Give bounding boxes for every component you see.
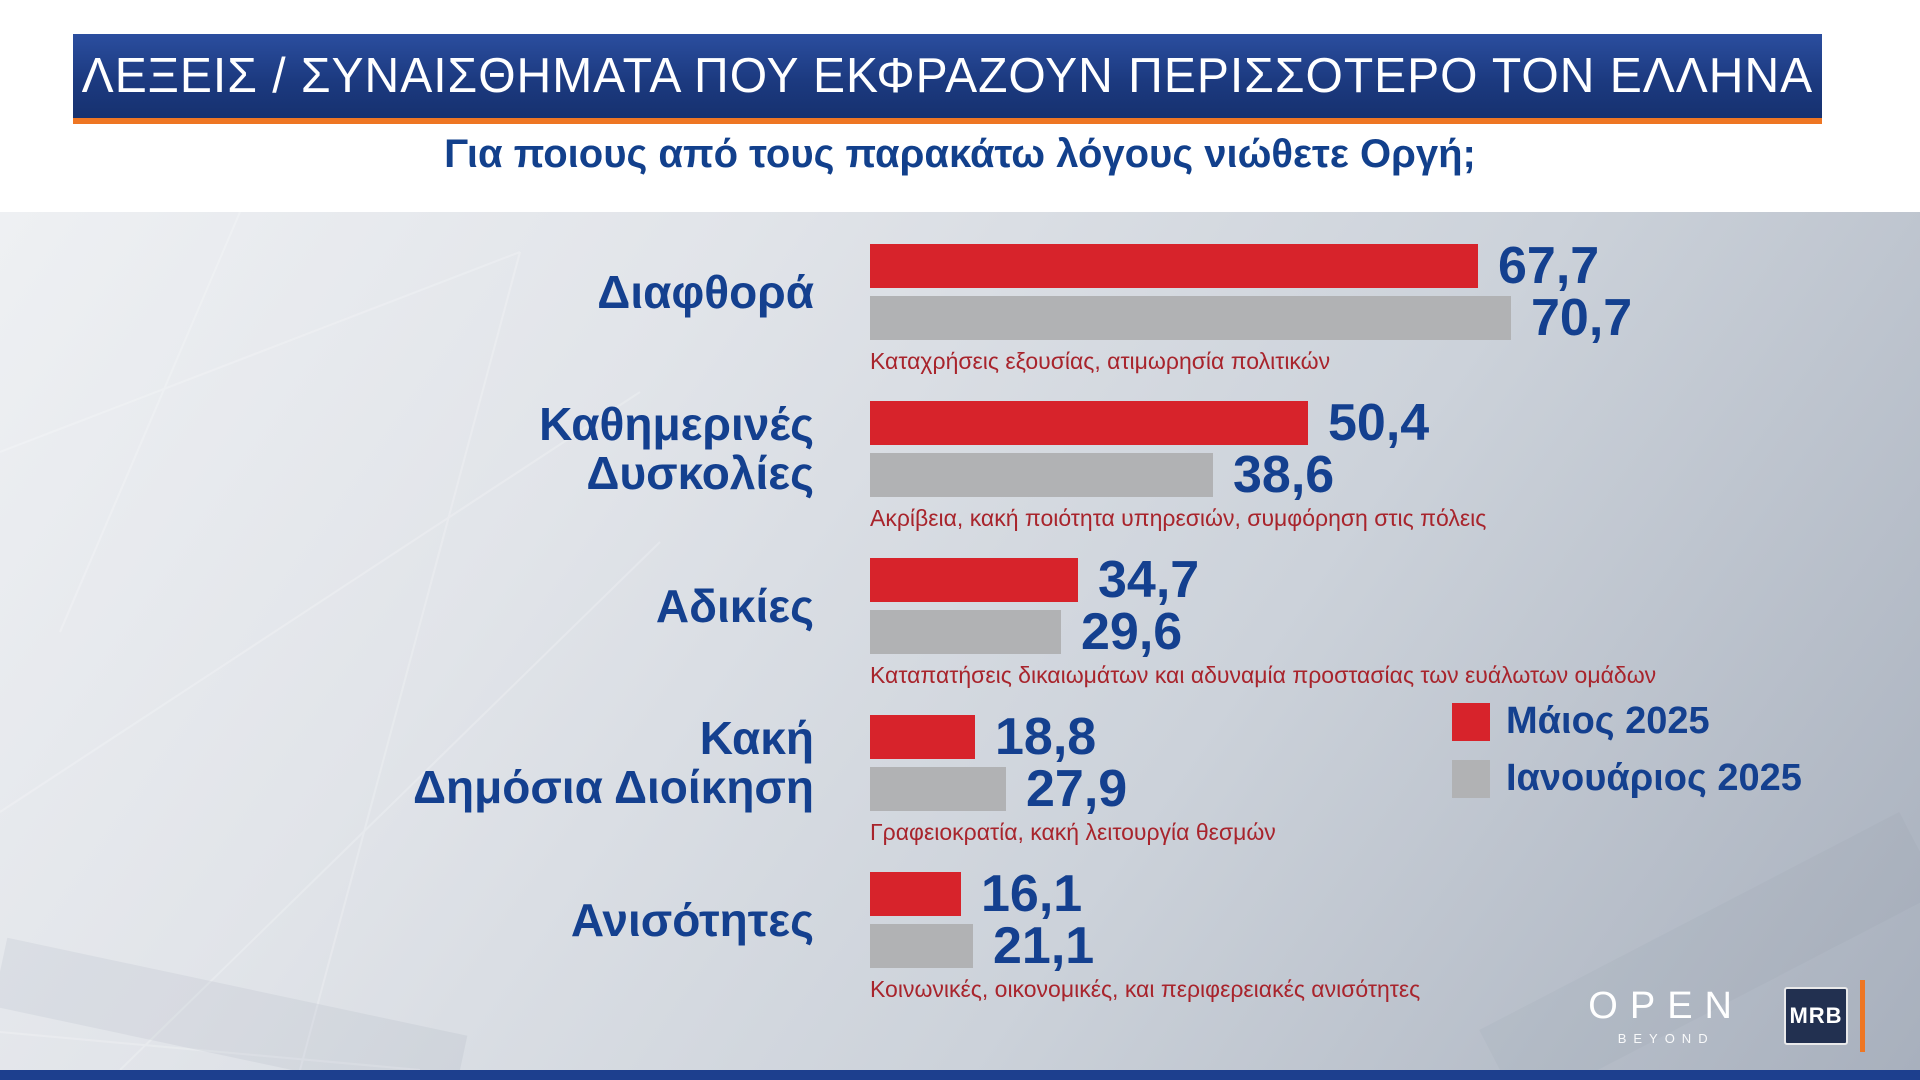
bar-value: 16,1 — [981, 865, 1083, 923]
legend-swatch-gray — [1452, 759, 1490, 798]
open-logo: OPEN BEYOND — [1588, 987, 1744, 1046]
bar-value: 27,9 — [1026, 760, 1128, 818]
header-bar: ΛΕΞΕΙΣ / ΣΥΝΑΙΣΘΗΜΑΤΑ ΠΟΥ ΕΚΦΡΑΖΟΥΝ ΠΕΡΙ… — [73, 34, 1822, 118]
bar-may-2025 — [870, 401, 1308, 445]
chart-rows: Διαφθορά 67,7 70,7 Καταχρήσεις εξουσίας, ατ… — [0, 237, 1920, 1029]
open-logo-subtext: BEYOND — [1617, 1030, 1715, 1046]
bar-group: 16,1 21,1 Κοινωνικές, οικονομικές, και περ… — [870, 865, 1421, 1003]
mrb-logo-group: MRB — [1784, 980, 1865, 1052]
legend-label: Ιανουάριος 2025 — [1506, 757, 1802, 799]
orange-accent-bar — [1860, 980, 1865, 1052]
bar-line: 34,7 — [870, 551, 1656, 609]
bar-value: 29,6 — [1081, 603, 1183, 661]
bar-line: 70,7 — [870, 289, 1633, 347]
legend-label: Μάιος 2025 — [1506, 700, 1710, 742]
bar-line: 38,6 — [870, 446, 1486, 504]
category-label: Καθημερινές Δυσκολίες — [539, 398, 814, 499]
bar-value: 34,7 — [1098, 551, 1200, 609]
bar-line: 21,1 — [870, 917, 1420, 975]
category-label: Αδικίες — [655, 579, 814, 632]
bar-line: 29,6 — [870, 603, 1656, 661]
category-label: Διαφθορά — [597, 265, 814, 318]
mrb-logo: MRB — [1784, 987, 1848, 1045]
chart-row: Κακή Δημόσια Διοίκηση 18,8 27,9 Γραφειοκρατ… — [0, 708, 1920, 846]
bar-january-2025 — [870, 296, 1511, 340]
chart-legend: Μάιος 2025 Ιανουάριος 2025 — [1452, 700, 1802, 800]
bar-annotation: Καταπατήσεις δικαιωμάτων και αδυναμία πρ… — [870, 662, 1657, 688]
bar-line: 27,9 — [870, 760, 1276, 818]
bar-may-2025 — [870, 872, 961, 916]
bar-line: 18,8 — [870, 708, 1276, 766]
chart-row: Καθημερινές Δυσκολίες 50,4 38,6 Ακρίβεια, κ… — [0, 394, 1920, 532]
legend-item-may-2025: Μάιος 2025 — [1452, 700, 1802, 743]
bar-annotation: Καταχρήσεις εξουσίας, ατιμωρησία πολιτικ… — [870, 348, 1331, 374]
chart-row: Διαφθορά 67,7 70,7 Καταχρήσεις εξουσίας, ατ… — [0, 237, 1920, 375]
category-label: Κακή Δημόσια Διοίκηση — [412, 712, 814, 813]
bar-value: 70,7 — [1531, 289, 1633, 347]
bar-value: 18,8 — [995, 708, 1097, 766]
bar-value: 67,7 — [1498, 237, 1600, 295]
header-underline — [73, 118, 1822, 124]
bar-january-2025 — [870, 924, 973, 968]
footer-logos: OPEN BEYOND MRB — [1588, 980, 1865, 1052]
bar-line: 50,4 — [870, 394, 1486, 452]
open-logo-text: OPEN — [1588, 984, 1744, 1027]
bar-line: 16,1 — [870, 865, 1420, 923]
bottom-bar — [0, 1070, 1920, 1080]
legend-swatch-red — [1452, 702, 1490, 741]
bar-line: 67,7 — [870, 237, 1632, 295]
bar-group: 34,7 29,6 Καταπατήσεις δικαιωμάτων και αδυ… — [870, 551, 1657, 689]
bar-january-2025 — [870, 767, 1006, 811]
bar-annotation: Ακρίβεια, κακή ποιότητα υπηρεσιών, συμφό… — [870, 505, 1487, 531]
bar-may-2025 — [870, 244, 1478, 288]
bar-group: 67,7 70,7 Καταχρήσεις εξουσίας, ατιμωρησία… — [870, 237, 1633, 375]
bar-value: 21,1 — [993, 917, 1095, 975]
bar-annotation: Γραφειοκρατία, κακή λειτουργία θεσμών — [870, 819, 1276, 845]
chart-row: Ανισότητες 16,1 21,1 Κοινωνικές, οικονομικέ… — [0, 865, 1920, 1003]
chart-row: Αδικίες 34,7 29,6 Καταπατήσεις δικαιωμάτων … — [0, 551, 1920, 689]
bar-january-2025 — [870, 453, 1213, 497]
bar-group: 18,8 27,9 Γραφειοκρατία, κακή λειτουργία θ… — [870, 708, 1276, 846]
bar-january-2025 — [870, 610, 1061, 654]
bar-value: 50,4 — [1328, 394, 1430, 452]
chart-area: Διαφθορά 67,7 70,7 Καταχρήσεις εξουσίας, ατ… — [0, 212, 1920, 1070]
legend-item-january-2025: Ιανουάριος 2025 — [1452, 757, 1802, 800]
bar-may-2025 — [870, 558, 1078, 602]
page-title: ΛΕΞΕΙΣ / ΣΥΝΑΙΣΘΗΜΑΤΑ ΠΟΥ ΕΚΦΡΑΖΟΥΝ ΠΕΡΙ… — [81, 49, 1814, 103]
bar-group: 50,4 38,6 Ακρίβεια, κακή ποιότητα υπηρεσιώ… — [870, 394, 1487, 532]
bar-may-2025 — [870, 715, 975, 759]
bar-annotation: Κοινωνικές, οικονομικές, και περιφερειακ… — [870, 976, 1421, 1002]
chart-question: Για ποιους από τους παρακάτω λόγους νιώθ… — [444, 132, 1476, 176]
category-label: Ανισότητες — [570, 893, 814, 946]
bar-value: 38,6 — [1233, 446, 1335, 504]
